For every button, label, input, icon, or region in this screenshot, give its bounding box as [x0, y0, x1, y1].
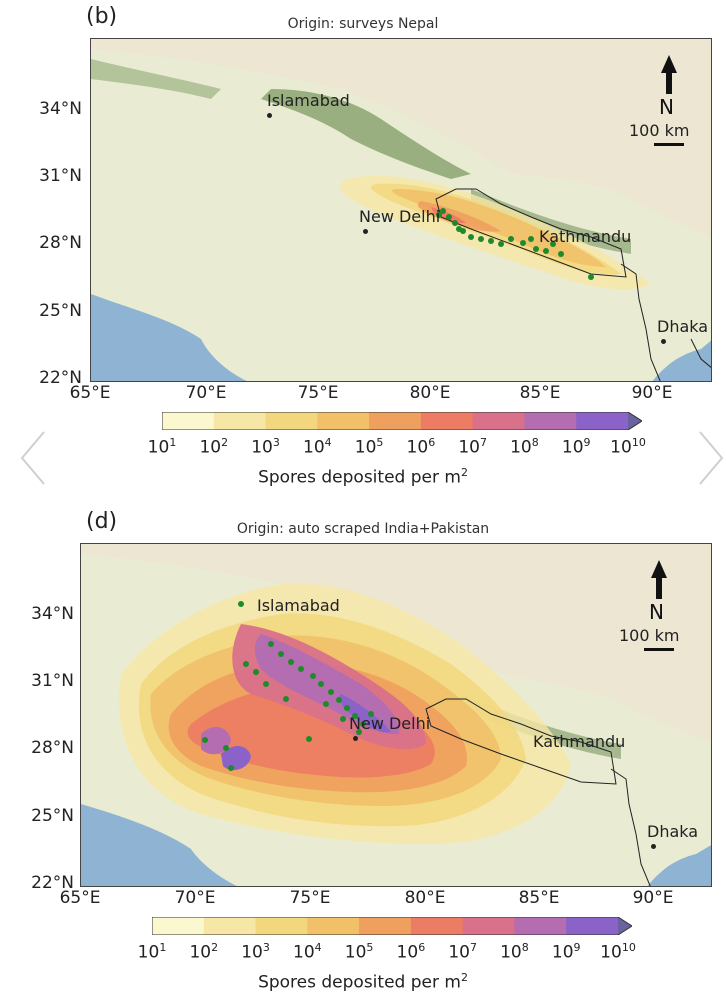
- city-label-kathmandu: Kathmandu: [539, 227, 632, 246]
- colorbar-tick-label: 107: [448, 941, 477, 963]
- city-label-islamabad: Islamabad: [267, 91, 350, 110]
- colorbar-segment: [420, 412, 474, 430]
- colorbar-segment: [265, 412, 318, 430]
- city-label-islamabad: Islamabad: [257, 596, 340, 615]
- colorbar-tick-label: 107: [458, 436, 487, 458]
- panel-b: (b) Origin: surveys Nepal: [0, 0, 726, 495]
- colorbar-tick-label: 101: [137, 941, 167, 963]
- scale-bar-label: 100 km: [629, 121, 690, 140]
- colorbar-segment: [203, 917, 257, 935]
- colorbar-segment: [462, 917, 515, 935]
- colorbar-tick-label: 105: [344, 941, 374, 963]
- lat-tick: 31°N: [39, 166, 82, 186]
- colorbar-tick-label: 1010: [610, 436, 646, 458]
- lon-tick: 70°E: [174, 888, 216, 908]
- colorbar-tick-label: 104: [303, 436, 332, 458]
- colorbar-extend-arrow: [618, 917, 632, 935]
- lat-tick: 34°N: [39, 99, 82, 119]
- map-area[interactable]: Islamabad New Delhi Kathmandu Dhaka N 10…: [90, 38, 712, 382]
- scale-bar-label: 100 km: [619, 626, 680, 645]
- colorbar-label: Spores deposited per m2: [258, 971, 468, 993]
- colorbar-tick-label: 109: [561, 436, 591, 458]
- colorbar-tick-label: 102: [199, 436, 229, 458]
- colorbar-tick-label: 104: [293, 941, 322, 963]
- lon-tick: 65°E: [59, 888, 101, 908]
- colorbar-label: Spores deposited per m2: [258, 466, 468, 488]
- colorbar-tick-label: 106: [406, 436, 436, 458]
- lon-tick: 90°E: [632, 888, 674, 908]
- city-marker: [661, 339, 666, 344]
- colorbar-segment: [410, 917, 464, 935]
- colorbar-tick-label: 101: [147, 436, 177, 458]
- colorbar-segment: [213, 412, 267, 430]
- colorbar-segment: [307, 917, 360, 935]
- colorbar-segment: [576, 412, 629, 430]
- colorbar-tick-label: 105: [354, 436, 384, 458]
- city-label-kathmandu: Kathmandu: [533, 732, 626, 751]
- city-label-dhaka: Dhaka: [657, 317, 709, 336]
- city-label-dhaka: Dhaka: [647, 822, 699, 841]
- colorbar-tick-label: 102: [189, 941, 219, 963]
- city-label-new-delhi: New Delhi: [349, 714, 431, 733]
- panel-label: (b): [86, 4, 118, 29]
- lat-tick: 25°N: [39, 301, 82, 321]
- colorbar-segment: [566, 917, 619, 935]
- colorbar-segment: [359, 917, 412, 935]
- lat-tick: 28°N: [31, 738, 74, 758]
- city-marker: [363, 229, 368, 234]
- lat-tick: 22°N: [39, 368, 82, 388]
- colorbar-extend-arrow: [628, 412, 642, 430]
- city-marker: [651, 844, 656, 849]
- colorbar-segment: [162, 412, 215, 430]
- north-label: N: [659, 95, 674, 119]
- colorbar-tick-label: 103: [251, 436, 280, 458]
- colorbar: [151, 916, 633, 936]
- panel-title: Origin: surveys Nepal: [287, 16, 439, 32]
- colorbar-segment: [369, 412, 422, 430]
- previous-arrow-icon[interactable]: [18, 428, 48, 488]
- city-marker: [353, 736, 358, 741]
- colorbar-tick-label: 1010: [600, 941, 636, 963]
- lat-tick: 25°N: [31, 806, 74, 826]
- colorbar-tick-label: 106: [396, 941, 426, 963]
- lat-tick: 34°N: [31, 604, 74, 624]
- colorbar-segment: [317, 412, 370, 430]
- lon-tick: 80°E: [404, 888, 446, 908]
- colorbar-segment: [255, 917, 308, 935]
- lon-tick: 70°E: [185, 383, 227, 403]
- lon-tick: 85°E: [518, 888, 560, 908]
- lat-tick: 31°N: [31, 671, 74, 691]
- lon-tick: 65°E: [69, 383, 111, 403]
- colorbar-tick-label: 103: [241, 941, 270, 963]
- lon-tick: 75°E: [297, 383, 339, 403]
- colorbar-segment: [514, 917, 567, 935]
- lon-tick: 90°E: [631, 383, 673, 403]
- lon-tick: 85°E: [519, 383, 561, 403]
- lon-tick: 80°E: [409, 383, 451, 403]
- lat-tick: 22°N: [31, 873, 74, 893]
- panel-d: (d) Origin: auto scraped India+Pakistan: [0, 505, 726, 1000]
- lon-tick: 75°E: [289, 888, 331, 908]
- colorbar-segment: [152, 917, 205, 935]
- map-area[interactable]: Islamabad New Delhi Kathmandu Dhaka N 10…: [80, 543, 712, 887]
- panel-label: (d): [86, 509, 118, 534]
- colorbar-tick-label: 108: [500, 941, 529, 963]
- city-label-new-delhi: New Delhi: [359, 207, 441, 226]
- panel-title: Origin: auto scraped India+Pakistan: [236, 521, 490, 537]
- north-label: N: [649, 600, 664, 624]
- lat-tick: 28°N: [39, 233, 82, 253]
- colorbar-tick-label: 109: [551, 941, 581, 963]
- city-marker: [267, 113, 272, 118]
- colorbar-segment: [524, 412, 577, 430]
- next-arrow-icon[interactable]: [696, 428, 726, 488]
- colorbar-tick-label: 108: [510, 436, 539, 458]
- colorbar: [161, 411, 643, 431]
- colorbar-segment: [472, 412, 525, 430]
